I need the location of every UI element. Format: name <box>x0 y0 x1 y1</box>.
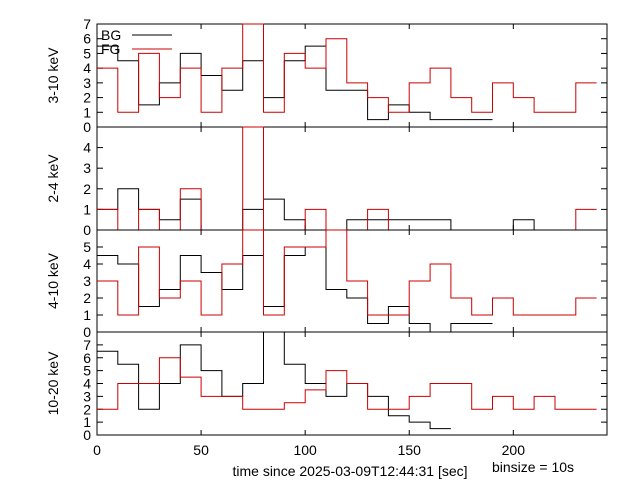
x-tick-label: 50 <box>193 442 209 458</box>
y-axis-label: 2-4 keV <box>45 154 61 203</box>
y-axis-label: 4-10 keV <box>45 252 61 309</box>
y-tick-label: 5 <box>83 239 91 255</box>
series-bg-line <box>97 246 493 333</box>
y-tick-label: 0 <box>83 119 91 135</box>
legend: BG FG <box>101 27 172 57</box>
x-tick-label: 150 <box>398 442 422 458</box>
series-fg-line <box>97 23 597 113</box>
y-tick-label: 3 <box>83 160 91 176</box>
legend-bg-label: BG <box>101 27 121 43</box>
legend-fg-label: FG <box>101 41 120 57</box>
y-tick-label: 4 <box>83 256 91 272</box>
x-tick-label: 200 <box>502 442 526 458</box>
series-fg-line <box>97 229 597 316</box>
y-tick-label: 0 <box>83 427 91 443</box>
panel-frame <box>96 23 608 128</box>
series-bg-line <box>97 331 451 430</box>
panel-2: 0 1 2 3 4 2-4 keV <box>45 126 608 238</box>
series-bg-line <box>97 45 493 121</box>
y-axis-label: 10-20 keV <box>45 351 61 415</box>
panel-frame <box>96 126 608 231</box>
y-tick-label: 2 <box>83 401 91 417</box>
y-tick-label: 2 <box>83 181 91 197</box>
y-tick-label: 7 <box>83 16 91 32</box>
x-tick-label: 0 <box>93 442 101 458</box>
y-tick-label: 1 <box>83 414 91 430</box>
x-axis: 0 50 100 150 200 <box>93 442 525 458</box>
y-tick-label: 2 <box>83 90 91 106</box>
y-tick-label: 1 <box>83 201 91 217</box>
x-tick-label: 100 <box>293 442 317 458</box>
y-tick-label: 7 <box>83 337 91 353</box>
y-tick-label: 2 <box>83 290 91 306</box>
y-tick-label: 4 <box>83 60 91 76</box>
y-tick-label: 5 <box>83 45 91 61</box>
series-fg-line <box>97 126 597 231</box>
y-tick-label: 6 <box>83 350 91 366</box>
y-tick-label: 1 <box>83 104 91 120</box>
y-tick-label: 0 <box>83 324 91 340</box>
y-tick-label: 1 <box>83 307 91 323</box>
y-tick-label: 0 <box>83 222 91 238</box>
y-tick-label: 4 <box>83 140 91 156</box>
x-axis-label: time since 2025-03-09T12:44:31 [sec] <box>232 463 467 479</box>
y-tick-label: 3 <box>83 75 91 91</box>
binsize-note: binsize = 10s <box>492 459 574 475</box>
y-tick-label: 4 <box>83 376 91 392</box>
series-fg-line <box>97 357 597 410</box>
series-bg-line <box>97 188 597 231</box>
y-tick-label: 3 <box>83 273 91 289</box>
y-tick-label: 5 <box>83 363 91 379</box>
y-tick-label: 3 <box>83 388 91 404</box>
y-axis-label: 3-10 keV <box>45 47 61 104</box>
y-tick-label: 6 <box>83 31 91 47</box>
